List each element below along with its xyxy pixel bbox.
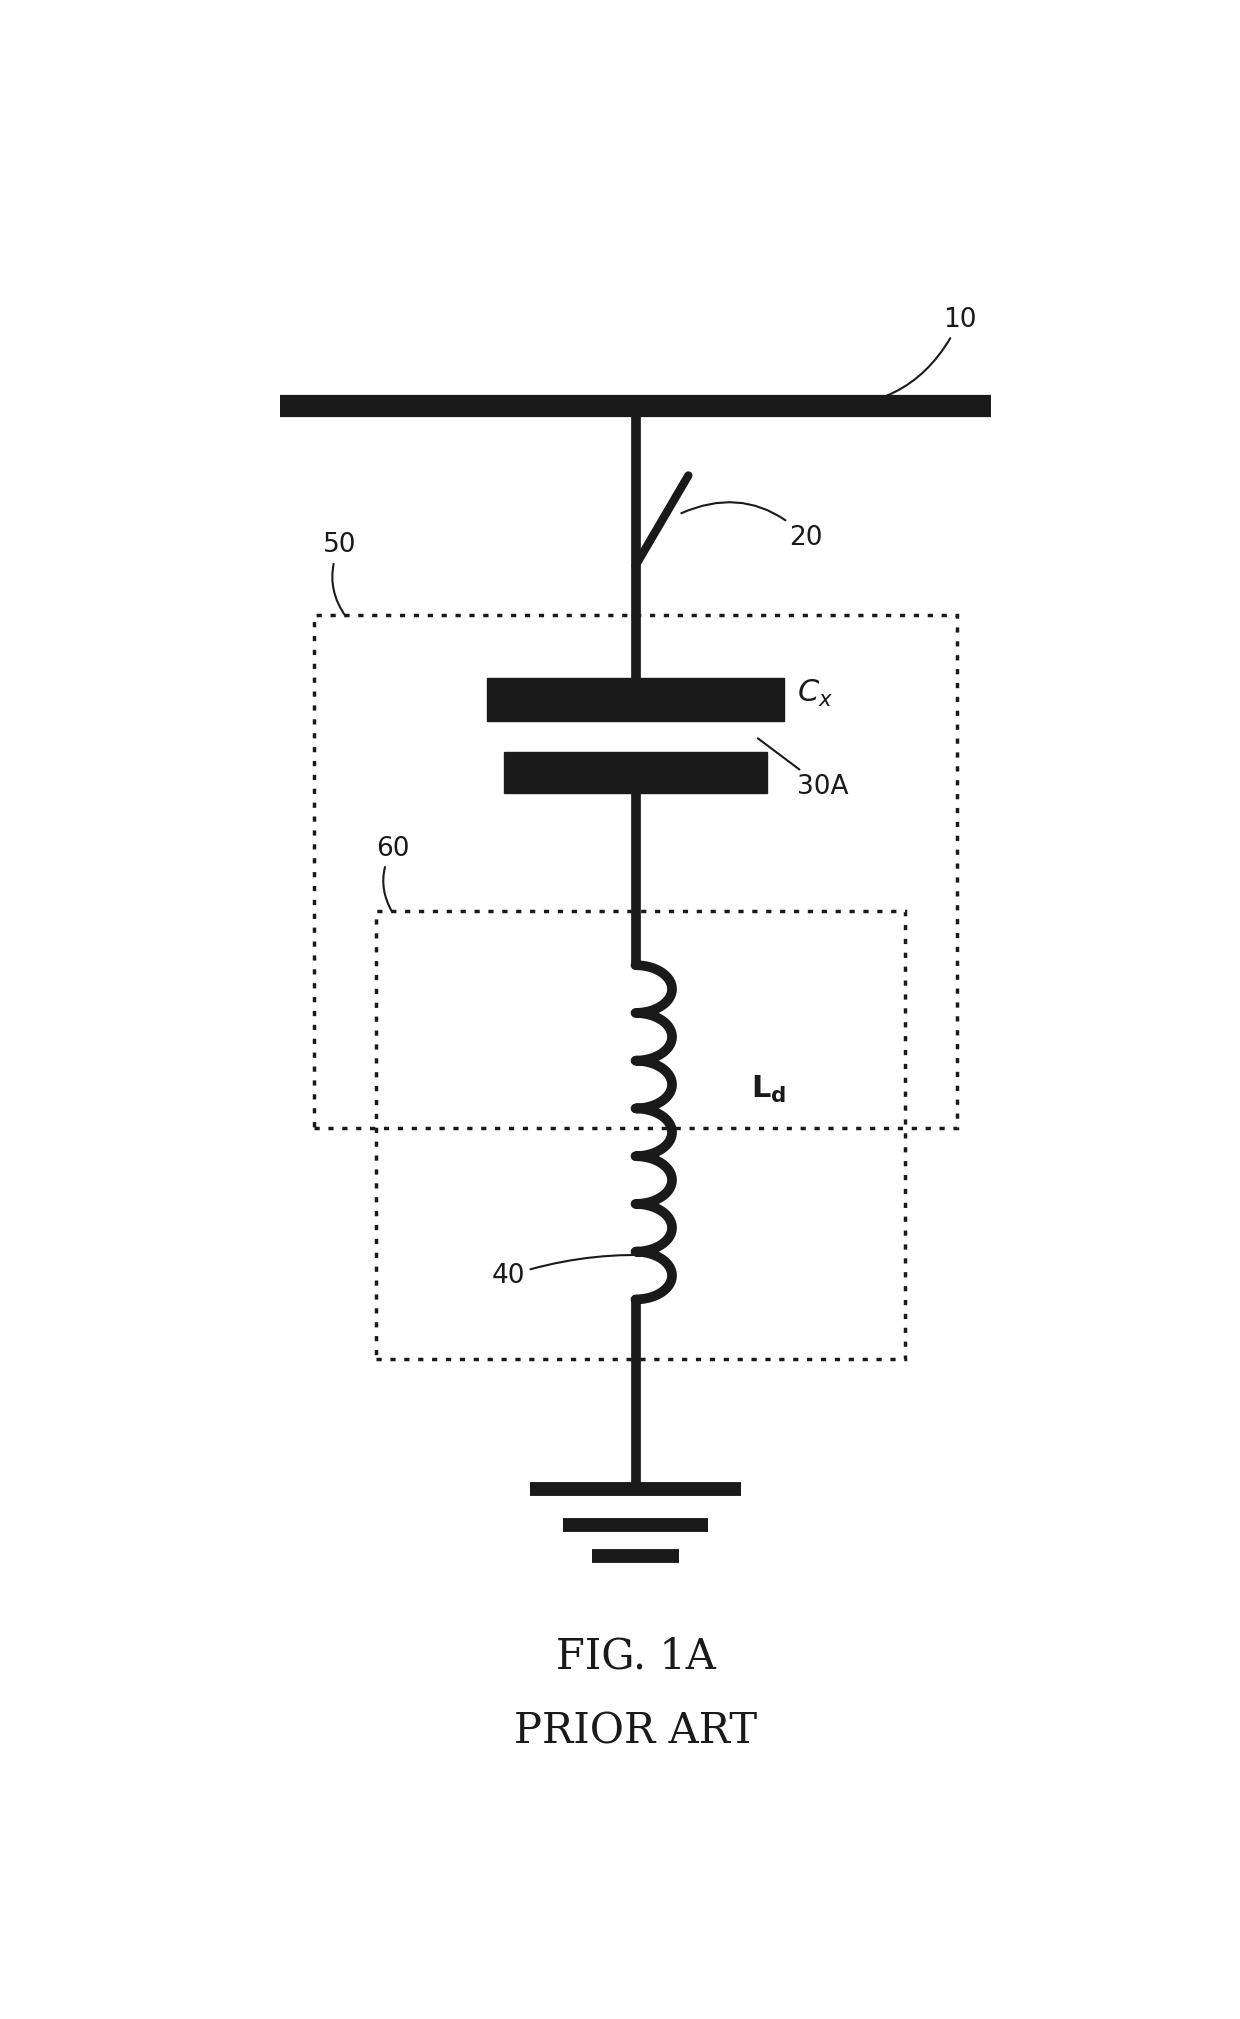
Bar [376, 911, 905, 1359]
Text: $C_x$: $C_x$ [797, 678, 833, 709]
Text: $\mathbf{L_d}$: $\mathbf{L_d}$ [751, 1074, 786, 1104]
Text: 30A: 30A [758, 739, 848, 800]
Text: 10: 10 [816, 307, 977, 406]
Text: PRIOR ART: PRIOR ART [513, 1710, 758, 1752]
Bar [505, 753, 766, 793]
Bar [314, 616, 957, 1129]
Text: 60: 60 [376, 836, 409, 911]
Text: 50: 50 [324, 533, 357, 616]
Text: 20: 20 [681, 503, 823, 551]
Bar [486, 678, 785, 721]
Text: 40: 40 [491, 1256, 662, 1288]
Text: FIG. 1A: FIG. 1A [556, 1635, 715, 1678]
